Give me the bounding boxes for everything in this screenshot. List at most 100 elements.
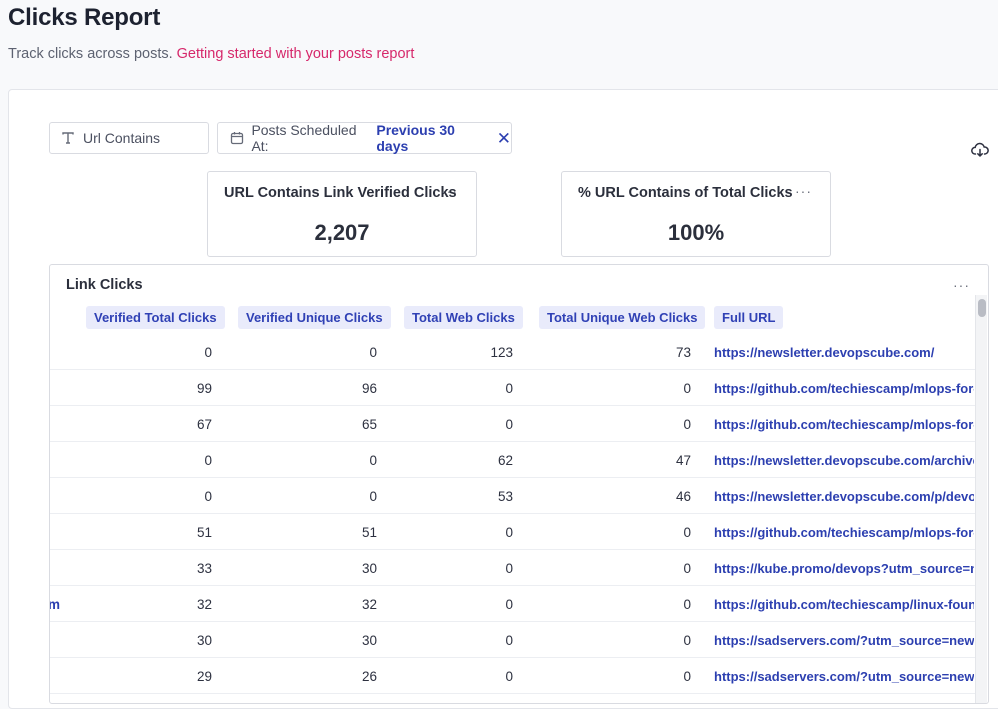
column-header-verified-total-clicks[interactable]: Verified Total Clicks: [86, 306, 225, 329]
numeric-cell: 0: [204, 488, 212, 504]
numeric-cell: 99: [196, 380, 212, 396]
numeric-cell: 0: [505, 380, 513, 396]
numeric-cell: 0: [683, 524, 691, 540]
table-row: 67 65 0 0 https://github.com/techiescamp/mlo…: [50, 406, 975, 442]
numeric-cell: 0: [505, 524, 513, 540]
numeric-cell: 0: [683, 632, 691, 648]
url-filter-label: Url Contains: [83, 130, 161, 146]
clear-filter-icon[interactable]: ✕: [496, 128, 511, 148]
truncated-cell: [50, 478, 60, 514]
numeric-cell: 0: [369, 344, 377, 360]
numeric-cell: 0: [505, 668, 513, 684]
numeric-cell: 0: [505, 632, 513, 648]
column-header-total-web-clicks[interactable]: Total Web Clicks: [404, 306, 523, 329]
subtitle-text: Track clicks across posts.: [8, 46, 173, 62]
numeric-cell: 51: [361, 524, 377, 540]
numeric-cell: 0: [683, 668, 691, 684]
truncated-cell: [50, 622, 60, 658]
url-link[interactable]: https://newsletter.devopscube.com/: [714, 344, 935, 360]
numeric-cell: 29: [196, 668, 212, 684]
numeric-cell: 0: [683, 416, 691, 432]
metric-value: 100%: [667, 220, 725, 245]
more-options-icon[interactable]: ···: [441, 183, 458, 199]
numeric-cell: 65: [361, 416, 377, 432]
numeric-cell: 0: [683, 596, 691, 612]
numeric-cell: 0: [204, 452, 212, 468]
table-row: 0 0 53 46 https://newsletter.devopscube.com/…: [50, 478, 975, 514]
numeric-cell: 0: [505, 416, 513, 432]
table-body: 0 0 123 73 https://newsletter.devopscube.com…: [50, 334, 975, 694]
numeric-cell: 0: [204, 344, 212, 360]
numeric-cell: 0: [683, 560, 691, 576]
numeric-cell: 67: [196, 416, 212, 432]
numeric-cell: 30: [196, 632, 212, 648]
table-row: 33 30 0 0 https://kube.promo/devops?utm_sour…: [50, 550, 975, 586]
table-row: 30 30 0 0 https://sadservers.com/?utm_source…: [50, 622, 975, 658]
numeric-cell: 0: [369, 488, 377, 504]
column-header-total-unique-web-clicks[interactable]: Total Unique Web Clicks: [539, 306, 706, 329]
date-filter-label: Posts Scheduled At:: [251, 122, 357, 154]
numeric-cell: 62: [497, 452, 513, 468]
url-link[interactable]: https://sadservers.com/?utm_source=newsl…: [714, 668, 974, 684]
metric-value: 2,207: [314, 220, 370, 245]
numeric-cell: 33: [196, 560, 212, 576]
numeric-cell: 0: [505, 596, 513, 612]
url-link[interactable]: https://newsletter.devopscube.com/p/devo…: [714, 488, 974, 504]
metric-title: URL Contains Link Verified Clicks: [224, 185, 457, 201]
url-link[interactable]: https://github.com/techiescamp/linux-fou…: [714, 596, 974, 612]
date-filter[interactable]: Posts Scheduled At: Previous 30 days ✕: [217, 122, 512, 154]
numeric-cell: 0: [505, 560, 513, 576]
table-row: 0 0 62 47 https://newsletter.devopscube.com/…: [50, 442, 975, 478]
numeric-cell: 47: [675, 452, 691, 468]
truncated-cell: [50, 514, 60, 550]
numeric-cell: 123: [490, 344, 513, 360]
scrollbar-thumb[interactable]: [978, 299, 986, 317]
url-link[interactable]: https://github.com/techiescamp/mlops-for…: [714, 380, 974, 396]
link-clicks-table: Link Clicks ··· Verified Total Clicks Ve…: [49, 264, 989, 704]
calendar-icon: [229, 130, 244, 146]
url-link[interactable]: https://sadservers.com/?utm_source=newsl…: [714, 632, 974, 648]
metric-card-percent-clicks: % URL Contains of Total Clicks ··· 100%: [561, 171, 831, 257]
url-contains-filter[interactable]: Url Contains: [49, 122, 209, 154]
table-row: 51 51 0 0 https://github.com/techiescamp/mlo…: [50, 514, 975, 550]
metric-card-verified-clicks: URL Contains Link Verified Clicks ··· 2,…: [207, 171, 477, 257]
numeric-cell: 30: [361, 560, 377, 576]
numeric-cell: 32: [361, 596, 377, 612]
page-subtitle: Track clicks across posts. Getting starte…: [8, 46, 414, 62]
page-title: Clicks Report: [8, 4, 161, 31]
numeric-cell: 0: [369, 452, 377, 468]
numeric-cell: 26: [361, 668, 377, 684]
column-header-full-url[interactable]: Full URL: [714, 306, 784, 329]
table-title: Link Clicks: [66, 277, 143, 293]
numeric-cell: 46: [675, 488, 691, 504]
table-row: 0 0 123 73 https://newsletter.devopscube.com…: [50, 334, 975, 370]
numeric-cell: 51: [196, 524, 212, 540]
vertical-scrollbar[interactable]: [975, 295, 987, 703]
more-options-icon[interactable]: ···: [795, 183, 812, 199]
table-row: m 32 32 0 0 https://github.com/techiescamp/li…: [50, 586, 975, 622]
cloud-download-icon[interactable]: [970, 141, 990, 159]
numeric-cell: 96: [361, 380, 377, 396]
numeric-cell: 32: [196, 596, 212, 612]
truncated-cell: [50, 442, 60, 478]
numeric-cell: 53: [497, 488, 513, 504]
help-link[interactable]: Getting started with your posts report: [176, 46, 415, 62]
truncated-cell: [50, 370, 60, 406]
url-link[interactable]: https://github.com/techiescamp/mlops-for…: [714, 524, 974, 540]
more-options-icon[interactable]: ···: [953, 277, 970, 293]
table-row: 99 96 0 0 https://github.com/techiescamp/mlo…: [50, 370, 975, 406]
column-header-verified-unique-clicks[interactable]: Verified Unique Clicks: [238, 306, 391, 329]
truncated-cell: [50, 550, 60, 586]
url-link[interactable]: https://newsletter.devopscube.com/archiv…: [714, 452, 974, 468]
truncated-cell: [50, 406, 60, 442]
url-link[interactable]: https://kube.promo/devops?utm_source=new…: [714, 560, 974, 576]
date-filter-value[interactable]: Previous 30 days: [376, 122, 455, 154]
numeric-cell: 30: [361, 632, 377, 648]
url-link[interactable]: https://github.com/techiescamp/mlops-for…: [714, 416, 974, 432]
truncated-cell: [50, 334, 60, 370]
metric-title: % URL Contains of Total Clicks: [578, 185, 793, 201]
truncated-cell: [50, 658, 60, 694]
text-type-icon: [60, 130, 76, 146]
table-header: Verified Total Clicks Verified Unique Cl…: [50, 306, 975, 330]
numeric-cell: 73: [675, 344, 691, 360]
